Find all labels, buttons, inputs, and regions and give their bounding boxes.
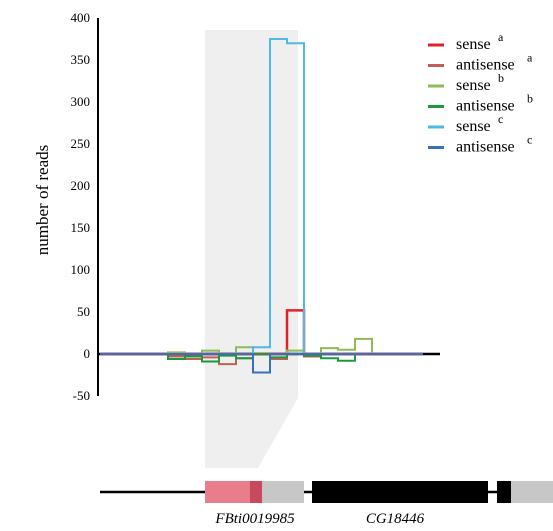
legend-superscript: a — [498, 30, 504, 44]
y-tick-label: 150 — [71, 220, 91, 235]
utr-box — [511, 481, 553, 503]
y-tick-label: 100 — [71, 262, 91, 277]
te-insertion-box — [205, 481, 255, 503]
gene-model: FBti0019985 CG18446 — [100, 481, 553, 527]
series-line — [100, 353, 423, 374]
legend-superscript: c — [498, 112, 503, 126]
exon-box — [312, 481, 488, 503]
y-tick-label: 200 — [71, 178, 91, 193]
legend-label: sense — [456, 77, 491, 94]
y-tick-label: 0 — [84, 346, 91, 361]
legend-superscript: a — [527, 51, 533, 65]
y-tick-label: 300 — [71, 94, 91, 109]
legend-superscript: b — [498, 71, 504, 85]
legend-label: sense — [456, 118, 491, 135]
legend-label: sense — [456, 36, 491, 53]
te-region-shading — [205, 30, 298, 468]
legend-label: antisense — [456, 139, 515, 156]
legend-label: antisense — [456, 98, 515, 115]
utr-box — [262, 481, 304, 503]
y-tick-label: 350 — [71, 52, 91, 67]
legend-superscript: c — [527, 133, 532, 147]
gene-label: CG18446 — [366, 511, 425, 527]
te-label: FBti0019985 — [214, 511, 295, 527]
y-tick-label: -50 — [73, 388, 90, 403]
te-shade-polygon — [205, 30, 298, 468]
y-axis-title: number of reads — [33, 145, 52, 255]
y-tick-label: 50 — [77, 304, 90, 319]
exon-box — [497, 481, 511, 503]
te-utr-overlap-box — [250, 481, 262, 503]
y-tick-label: 250 — [71, 136, 91, 151]
legend-superscript: b — [527, 92, 533, 106]
legend-label: antisense — [456, 57, 515, 74]
series-lines — [100, 38, 423, 374]
y-tick-label: 400 — [71, 10, 91, 25]
